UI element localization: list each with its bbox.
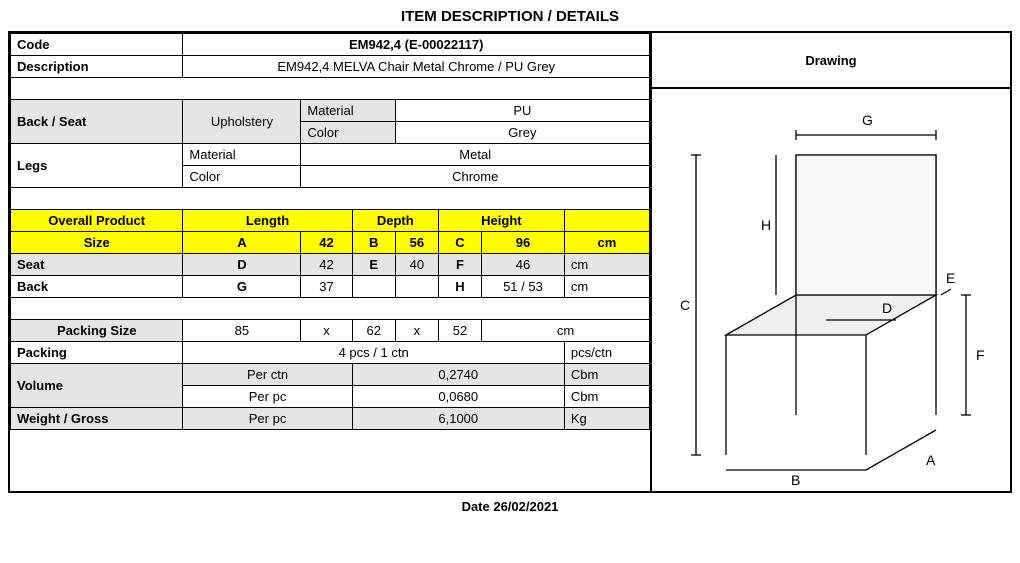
blank <box>352 276 395 298</box>
pack-unit: cm <box>482 320 650 342</box>
dim-D: D <box>882 300 892 316</box>
backseat-label: Back / Seat <box>11 100 183 144</box>
pack-a: 85 <box>183 320 301 342</box>
desc-label: Description <box>11 56 183 78</box>
pack-c: 52 <box>438 320 481 342</box>
C-val: 96 <box>482 232 565 254</box>
legs-label: Legs <box>11 144 183 188</box>
E-val: 40 <box>395 254 438 276</box>
legs-material-label: Material <box>183 144 301 166</box>
pack-b: 62 <box>352 320 395 342</box>
seat-label: Seat <box>11 254 183 276</box>
height-label: Height <box>438 210 564 232</box>
kg: Kg <box>564 408 649 430</box>
desc-value: EM942,4 MELVA Chair Metal Chrome / PU Gr… <box>183 56 650 78</box>
dim-A: A <box>926 452 936 468</box>
G-label: G <box>183 276 301 298</box>
pack-x1: x <box>301 320 352 342</box>
spec-table: Code EM942,4 (E-00022117) Description EM… <box>10 33 650 430</box>
per-ctn: Per ctn <box>183 364 352 386</box>
length-label: Length <box>183 210 352 232</box>
backseat-sub: Upholstery <box>183 100 301 144</box>
vol-pc: 0,0680 <box>352 386 564 408</box>
bs-color-label: Color <box>301 122 395 144</box>
drawing-label: Drawing <box>652 33 1010 89</box>
code-label: Code <box>11 34 183 56</box>
per-pc-1: Per pc <box>183 386 352 408</box>
weight-val: 6,1000 <box>352 408 564 430</box>
cbm-1: Cbm <box>564 364 649 386</box>
overall-label-1: Overall Product <box>11 210 183 232</box>
dim-E: E <box>946 270 955 286</box>
unit-cm-3: cm <box>564 276 649 298</box>
pack-x2: x <box>395 320 438 342</box>
unit-cm-2: cm <box>564 254 649 276</box>
spec-sheet: Code EM942,4 (E-00022117) Description EM… <box>8 31 1012 493</box>
E-label: E <box>352 254 395 276</box>
dim-H: H <box>761 217 771 233</box>
dim-B: B <box>791 472 800 485</box>
cbm-2: Cbm <box>564 386 649 408</box>
dim-C: C <box>680 297 690 313</box>
legs-material-value: Metal <box>301 144 650 166</box>
packing-unit: pcs/ctn <box>564 342 649 364</box>
chair-icon: G H C E D F B A <box>666 95 996 485</box>
volume-label: Volume <box>11 364 183 408</box>
weight-label: Weight / Gross <box>11 408 183 430</box>
F-label: F <box>438 254 481 276</box>
A-label: A <box>183 232 301 254</box>
bs-material-label: Material <box>301 100 395 122</box>
B-label: B <box>352 232 395 254</box>
page-title: ITEM DESCRIPTION / DETAILS <box>8 8 1012 25</box>
H-val: 51 / 53 <box>482 276 565 298</box>
drawing-area: G H C E D F B A <box>652 89 1010 491</box>
code-value: EM942,4 (E-00022117) <box>183 34 650 56</box>
B-val: 56 <box>395 232 438 254</box>
blank-unit <box>564 210 649 232</box>
H-label: H <box>438 276 481 298</box>
depth-label: Depth <box>352 210 438 232</box>
per-pc-2: Per pc <box>183 408 352 430</box>
C-label: C <box>438 232 481 254</box>
A-val: 42 <box>301 232 352 254</box>
overall-label-2: Size <box>11 232 183 254</box>
packing-label: Packing <box>11 342 183 364</box>
packing-value: 4 pcs / 1 ctn <box>183 342 564 364</box>
back-label: Back <box>11 276 183 298</box>
vol-ctn: 0,2740 <box>352 364 564 386</box>
date-label: Date 26/02/2021 <box>8 495 1012 518</box>
blank2 <box>395 276 438 298</box>
legs-color-value: Chrome <box>301 166 650 188</box>
bs-color-value: Grey <box>395 122 649 144</box>
bs-material-value: PU <box>395 100 649 122</box>
packing-size-label: Packing Size <box>11 320 183 342</box>
F-val: 46 <box>482 254 565 276</box>
dim-G: G <box>862 112 873 128</box>
D-label: D <box>183 254 301 276</box>
unit-cm-1: cm <box>564 232 649 254</box>
G-val: 37 <box>301 276 352 298</box>
legs-color-label: Color <box>183 166 301 188</box>
dim-F: F <box>976 347 985 363</box>
D-val: 42 <box>301 254 352 276</box>
